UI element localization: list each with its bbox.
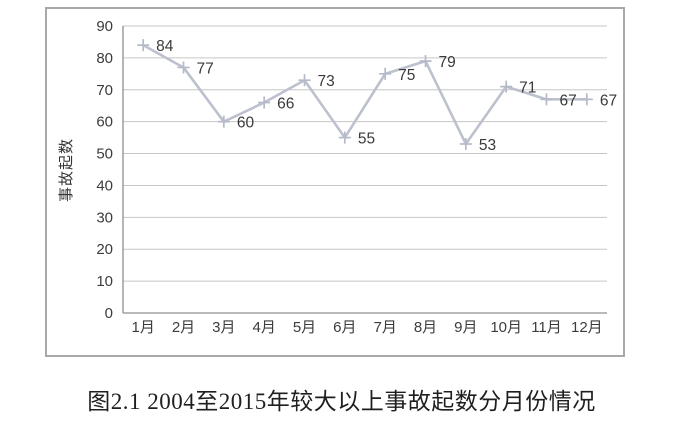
svg-text:53: 53	[479, 137, 496, 154]
svg-text:80: 80	[96, 50, 113, 67]
svg-text:20: 20	[96, 241, 113, 258]
svg-text:1月: 1月	[131, 319, 154, 336]
svg-text:事故起数: 事故起数	[58, 138, 75, 202]
svg-text:30: 30	[96, 209, 113, 226]
svg-text:11月: 11月	[531, 319, 562, 336]
svg-text:73: 73	[318, 73, 335, 90]
series-markers	[137, 39, 593, 150]
svg-text:9月: 9月	[454, 319, 477, 336]
svg-text:5月: 5月	[293, 319, 316, 336]
figure-caption: 图2.1 2004至2015年较大以上事故起数分月份情况	[87, 389, 596, 414]
svg-text:10月: 10月	[490, 319, 522, 336]
chart-border	[45, 7, 625, 357]
svg-text:70: 70	[96, 82, 113, 99]
gridlines	[123, 25, 607, 282]
svg-text:8月: 8月	[414, 319, 437, 336]
svg-text:0: 0	[105, 305, 113, 322]
svg-text:55: 55	[358, 131, 375, 148]
svg-text:79: 79	[439, 54, 456, 71]
y-axis-title: 事故起数	[58, 138, 75, 202]
axis-lines	[122, 26, 607, 314]
x-axis-tick-labels: 1月 2月 3月 4月 5月 6月 7月 8月 9月 10月 11月 12月	[131, 319, 602, 336]
series-line	[141, 43, 589, 146]
svg-text:84: 84	[156, 38, 174, 55]
svg-text:4月: 4月	[252, 319, 275, 336]
svg-text:60: 60	[237, 115, 255, 132]
svg-text:6月: 6月	[333, 319, 356, 336]
svg-text:67: 67	[560, 92, 577, 109]
svg-text:71: 71	[519, 80, 536, 97]
svg-text:2月: 2月	[172, 319, 195, 336]
y-axis-tick-labels: 0 10 20 30 40 50 60 70 80 90	[96, 18, 113, 322]
svg-text:77: 77	[197, 60, 214, 77]
svg-text:90: 90	[96, 18, 113, 35]
svg-text:7月: 7月	[373, 319, 396, 336]
svg-text:12月: 12月	[571, 319, 603, 336]
data-labels: 84 77 60 66 73 55 75 79 53 71 67 67	[156, 38, 617, 154]
svg-text:50: 50	[96, 146, 113, 163]
svg-text:66: 66	[277, 96, 294, 113]
line-chart: 0 10 20 30 40 50 60 70 80 90 1月 2月 3月 4月 5月 6月 7月 8月 9月 10月…	[45, 7, 625, 357]
svg-text:10: 10	[96, 273, 113, 290]
svg-text:75: 75	[398, 67, 415, 84]
svg-text:40: 40	[96, 177, 113, 194]
svg-text:60: 60	[96, 114, 113, 131]
svg-text:3月: 3月	[212, 319, 235, 336]
svg-text:67: 67	[600, 92, 617, 109]
